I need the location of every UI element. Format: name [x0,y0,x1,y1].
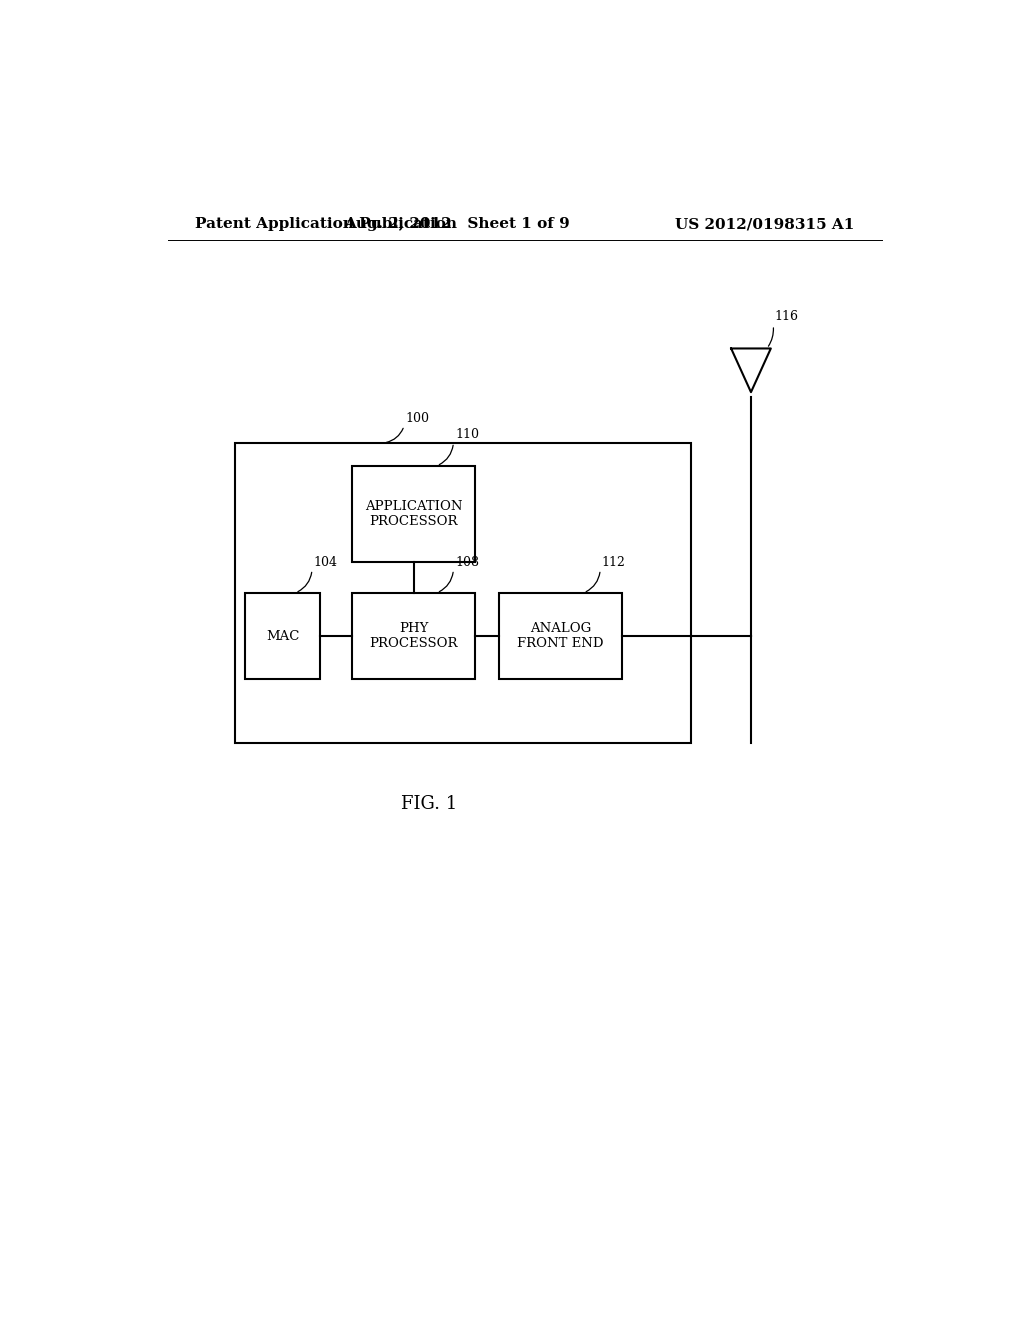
Text: 104: 104 [313,556,338,569]
Bar [352,593,475,680]
Text: 108: 108 [455,556,479,569]
Text: 116: 116 [775,310,799,323]
Text: 110: 110 [455,429,479,441]
Bar [352,466,475,562]
Text: PHY
PROCESSOR: PHY PROCESSOR [370,622,458,651]
Text: US 2012/0198315 A1: US 2012/0198315 A1 [675,218,854,231]
Text: 112: 112 [602,556,626,569]
Bar [236,444,691,743]
Text: Aug. 2, 2012   Sheet 1 of 9: Aug. 2, 2012 Sheet 1 of 9 [344,218,570,231]
Text: FIG. 1: FIG. 1 [401,795,458,813]
Text: 100: 100 [406,412,430,425]
Text: Patent Application Publication: Patent Application Publication [196,218,458,231]
Text: MAC: MAC [266,630,299,643]
Bar [245,593,321,680]
Text: APPLICATION
PROCESSOR: APPLICATION PROCESSOR [365,500,463,528]
Text: ANALOG
FRONT END: ANALOG FRONT END [517,622,604,651]
Bar [499,593,622,680]
